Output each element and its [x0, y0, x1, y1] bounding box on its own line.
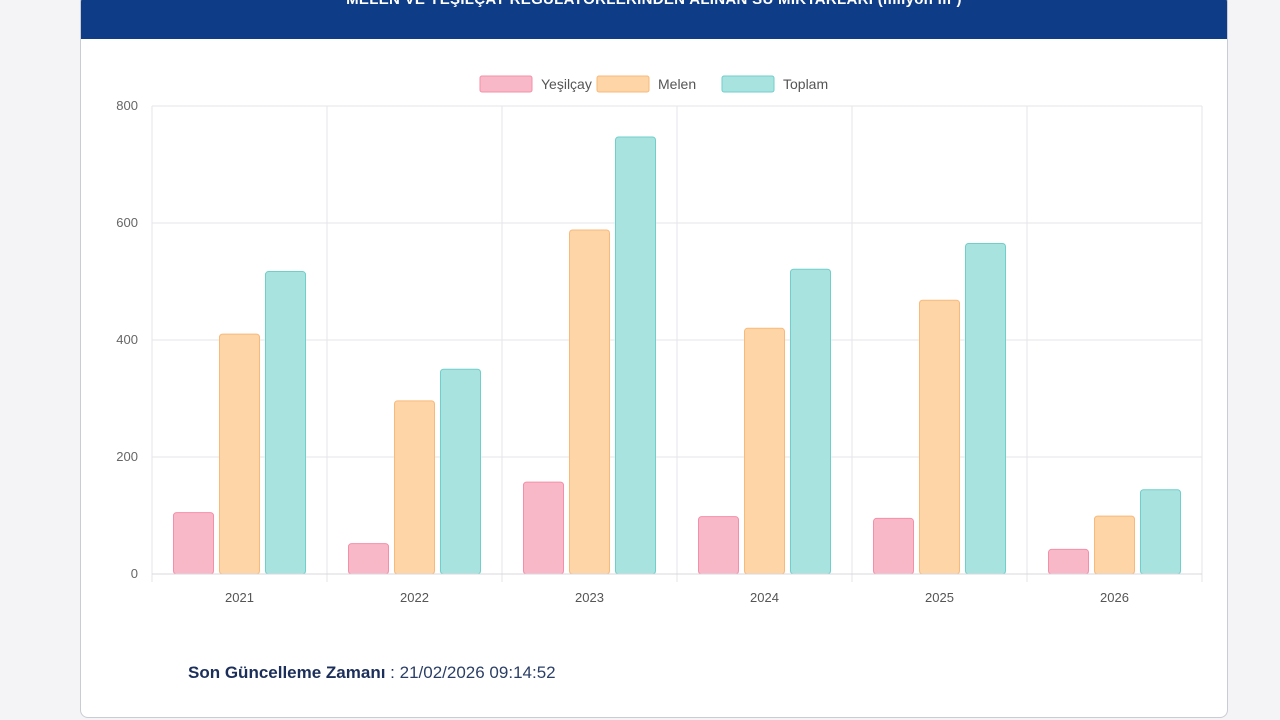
bar-yeilay-2025[interactable] [873, 517, 914, 575]
bar-melen-2023[interactable] [569, 229, 610, 575]
bar-yeilay-2024[interactable] [698, 516, 739, 575]
x-tick-label: 2024 [750, 590, 779, 605]
chart-header: MELEN VE YEŞİLÇAY REGÜLATÖRLERİNDEN ALIN… [81, 0, 1227, 39]
x-tick-label: 2023 [575, 590, 604, 605]
bar-yeilay-2022[interactable] [348, 543, 389, 575]
bar-yeilay-2023[interactable] [523, 481, 564, 575]
y-tick-label: 200 [116, 449, 138, 464]
bar-toplam-2025[interactable] [965, 242, 1006, 575]
bar-melen-2025[interactable] [919, 299, 960, 575]
legend-swatch-yeilay[interactable] [479, 75, 533, 93]
bar-toplam-2023[interactable] [615, 136, 656, 575]
bar-yeilay-2026[interactable] [1048, 548, 1089, 575]
legend-swatch-toplam[interactable] [721, 75, 775, 93]
x-tick-label: 2025 [925, 590, 954, 605]
bar-melen-2024[interactable] [744, 327, 785, 575]
x-tick-label: 2021 [225, 590, 254, 605]
bar-melen-2021[interactable] [219, 333, 260, 575]
legend-label[interactable]: Yeşilçay [541, 76, 592, 92]
bar-melen-2022[interactable] [394, 400, 435, 575]
y-tick-label: 400 [116, 332, 138, 347]
chart-title: MELEN VE YEŞİLÇAY REGÜLATÖRLERİNDEN ALIN… [81, 0, 1227, 8]
bar-toplam-2022[interactable] [440, 368, 481, 575]
last-update: Son Güncelleme Zamanı : 21/02/2026 09:14… [188, 663, 556, 683]
bar-toplam-2026[interactable] [1140, 489, 1181, 575]
legend-label[interactable]: Toplam [783, 76, 828, 92]
bar-yeilay-2021[interactable] [173, 512, 214, 575]
bar-toplam-2024[interactable] [790, 268, 831, 575]
last-update-value: 21/02/2026 09:14:52 [399, 663, 556, 682]
bar-toplam-2021[interactable] [265, 271, 306, 575]
y-tick-label: 800 [116, 98, 138, 113]
x-tick-label: 2022 [400, 590, 429, 605]
x-tick-label: 2026 [1100, 590, 1129, 605]
last-update-label: Son Güncelleme Zamanı [188, 663, 386, 682]
legend-label[interactable]: Melen [658, 76, 696, 92]
y-tick-label: 600 [116, 215, 138, 230]
bar-melen-2026[interactable] [1094, 515, 1135, 575]
last-update-separator: : [385, 663, 400, 682]
y-tick-label: 0 [131, 566, 138, 581]
legend-swatch-melen[interactable] [596, 75, 650, 93]
